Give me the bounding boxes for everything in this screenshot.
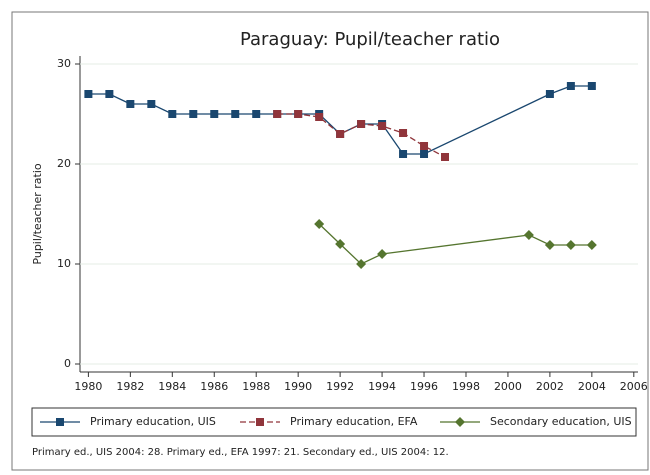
x-tick-label: 1998	[452, 380, 480, 393]
legend-label: Primary education, EFA	[290, 415, 418, 428]
x-tick-label: 2006	[620, 380, 648, 393]
marker	[335, 239, 346, 249]
marker	[273, 110, 282, 118]
marker	[566, 82, 575, 90]
x-tick-label: 1984	[158, 380, 186, 393]
legend-label: Secondary education, UIS	[490, 415, 632, 428]
chart-title: Paraguay: Pupil/teacher ratio	[240, 29, 500, 50]
x-tick-label: 1982	[116, 380, 144, 393]
marker	[441, 153, 450, 161]
marker	[586, 240, 597, 250]
marker	[126, 100, 135, 108]
y-tick-label: 0	[64, 357, 71, 370]
marker	[377, 249, 388, 259]
marker	[545, 90, 554, 98]
y-axis-label: Pupil/teacher ratio	[31, 163, 44, 264]
marker	[56, 418, 64, 426]
marker	[256, 418, 264, 426]
marker	[399, 129, 408, 137]
x-tick-label: 1992	[326, 380, 354, 393]
marker	[455, 417, 465, 427]
marker	[294, 110, 303, 118]
chart-frame	[11, 11, 649, 471]
marker	[587, 82, 596, 90]
x-tick-label: 1986	[200, 380, 228, 393]
marker	[565, 240, 576, 250]
marker	[231, 110, 240, 118]
y-tick-label: 10	[57, 257, 71, 270]
legend-label: Primary education, UIS	[90, 415, 216, 428]
marker	[147, 100, 156, 108]
marker	[420, 150, 429, 158]
marker	[189, 110, 198, 118]
marker	[314, 219, 325, 229]
marker	[523, 230, 534, 240]
y-tick-label: 20	[57, 157, 71, 170]
legend-box	[31, 407, 637, 437]
marker	[252, 110, 261, 118]
note: Primary ed., UIS 2004: 28. Primary ed., …	[32, 447, 449, 458]
marker	[356, 259, 367, 269]
marker	[168, 110, 177, 118]
x-tick-label: 1980	[74, 380, 102, 393]
marker	[357, 120, 366, 128]
x-tick-label: 1988	[242, 380, 270, 393]
marker	[544, 240, 555, 250]
marker	[105, 90, 114, 98]
x-tick-label: 2002	[536, 380, 564, 393]
x-tick-label: 1996	[410, 380, 438, 393]
marker	[420, 142, 429, 150]
marker	[336, 130, 345, 138]
marker	[378, 122, 387, 130]
x-tick-label: 1994	[368, 380, 396, 393]
x-tick-label: 1990	[284, 380, 312, 393]
x-tick-label: 2004	[578, 380, 606, 393]
x-tick-label: 2000	[494, 380, 522, 393]
y-tick-label: 30	[57, 57, 71, 70]
marker	[399, 150, 408, 158]
marker	[315, 113, 324, 121]
marker	[210, 110, 219, 118]
marker	[84, 90, 93, 98]
